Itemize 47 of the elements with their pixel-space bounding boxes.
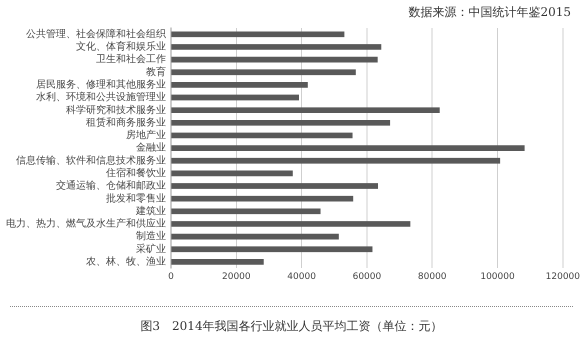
bar: [172, 94, 299, 100]
bar: [172, 107, 440, 114]
bar: [172, 170, 293, 176]
bar: [172, 132, 353, 138]
y-tick-label: 电力、热力、燃气及水生产和供应业: [6, 218, 166, 230]
y-tick-label: 科学研究和技术服务业: [66, 104, 166, 116]
y-tick-label: 建筑业: [135, 204, 166, 217]
y-tick-label: 房地产业: [126, 129, 166, 142]
y-tick-label: 批发和零售业: [106, 192, 166, 204]
bar: [172, 120, 390, 126]
y-tick-label: 制造业: [136, 230, 166, 242]
y-tick-label: 居民服务、修理和其他服务业: [36, 78, 166, 90]
bar: [172, 145, 525, 151]
bar: [172, 69, 356, 76]
bar: [172, 44, 382, 50]
y-tick-label: 卫生和社会工作: [96, 53, 166, 66]
x-tick-label: 0: [168, 272, 174, 282]
source-note: 数据来源：中国统计年鉴2015: [408, 4, 571, 21]
x-tick-label: 120000: [546, 272, 580, 282]
x-tick-label: 40000: [287, 272, 316, 282]
y-tick-label: 信息传输、软件和信息技术服务业: [16, 154, 166, 166]
bar: [172, 221, 410, 227]
x-tick-label: 60000: [352, 272, 382, 282]
bar: [172, 246, 372, 252]
y-tick-label: 水利、环境和公共设施管理业: [36, 91, 166, 104]
bar: [172, 208, 321, 214]
bar: [172, 196, 354, 202]
bar: [172, 31, 344, 38]
text: 图3 2014年我国各行业就业人员平均工资（单位：元）: [139, 318, 444, 335]
bar: [172, 82, 308, 88]
x-tick-label: 100000: [480, 272, 515, 282]
bar: [172, 158, 500, 164]
y-tick-label: 交通运输、仓储和邮政业: [56, 180, 166, 192]
y-tick-label: 公共管理、社会保障和社会组织: [26, 28, 166, 40]
y-tick-label: 住宿和餐饮业: [106, 166, 166, 179]
bar: [172, 234, 339, 240]
y-tick-label: 文化、体育和娱乐业: [76, 40, 166, 53]
y-tick-label: 采矿业: [136, 242, 166, 255]
bar: [172, 259, 264, 265]
x-tick-label: 20000: [222, 272, 251, 282]
bar: [172, 56, 378, 62]
y-tick-label: 教育: [146, 66, 166, 78]
y-tick-label: 金融业: [136, 142, 166, 154]
x-tick-label: 80000: [418, 272, 447, 282]
y-tick-label: 农、林、牧、渔业: [86, 255, 166, 268]
y-tick-label: 租赁和商务服务业: [86, 116, 166, 128]
bar: [172, 183, 378, 189]
